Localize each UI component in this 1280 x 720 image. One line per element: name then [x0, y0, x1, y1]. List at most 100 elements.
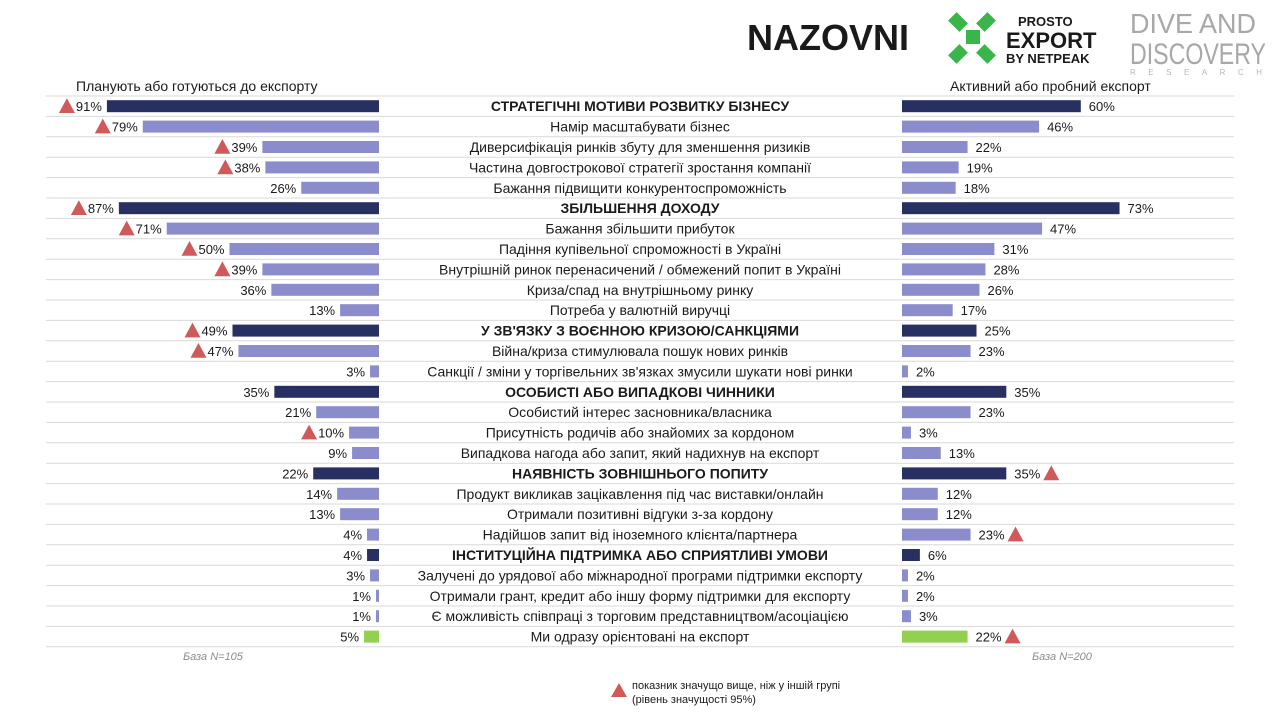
category-label: СТРАТЕГІЧНІ МОТИВИ РОЗВИТКУ БІЗНЕСУ [491, 98, 790, 114]
category-label: Ми одразу орієнтовані на експорт [531, 629, 750, 645]
right-significance-marker [1004, 628, 1021, 644]
right-bar [902, 141, 968, 153]
right-value-label: 19% [967, 160, 993, 175]
left-base-note: База N=105 [183, 651, 243, 663]
right-bar [902, 569, 908, 582]
right-significance-marker [1007, 526, 1024, 542]
right-bar [902, 467, 1007, 480]
right-series-header: Активний або пробний експорт [950, 78, 1151, 94]
left-bar [271, 283, 379, 296]
category-label: Присутність родичів або знайомих за корд… [486, 425, 795, 441]
left-bar [349, 426, 379, 439]
left-bar [232, 324, 379, 337]
right-value-label: 47% [1050, 222, 1076, 237]
left-significance-marker [70, 200, 87, 215]
right-bar [902, 589, 908, 602]
significance-triangle-icon [611, 683, 627, 697]
left-bar [265, 161, 379, 174]
category-label: Частина довгострокової стратегії зростан… [469, 159, 811, 175]
left-value-label: 9% [328, 446, 347, 461]
left-value-label: 13% [309, 507, 335, 522]
right-value-label: 3% [919, 426, 938, 441]
left-bar [142, 120, 379, 133]
right-bar [902, 161, 959, 174]
category-label: Диверсифікація ринків збуту для зменшенн… [470, 139, 811, 155]
category-label: Потреба у валютній виручці [550, 302, 730, 318]
right-significance-marker [1043, 465, 1060, 481]
category-label: Особистий інтерес засновника/власника [508, 404, 772, 420]
right-value-label: 46% [1047, 120, 1073, 135]
category-label: Продукт викликав зацікавлення під час ви… [456, 486, 823, 502]
category-label: Бажання збільшити прибуток [545, 221, 735, 237]
right-bar [902, 447, 941, 459]
right-bar [902, 243, 995, 255]
left-bar [370, 365, 379, 378]
right-bar [902, 528, 971, 541]
left-value-label: 39% [231, 262, 257, 277]
left-value-label: 71% [136, 222, 162, 237]
right-value-label: 26% [987, 283, 1013, 298]
prosto-text: PROSTO [1018, 14, 1073, 29]
right-value-label: 6% [928, 548, 947, 563]
right-bar [902, 181, 956, 194]
left-significance-marker [94, 118, 111, 134]
left-value-label: 3% [346, 568, 365, 583]
prosto-export-logo: PROSTO EXPORT BY NETPEAK [946, 10, 1116, 66]
left-bar [340, 508, 379, 521]
dive-discovery-logo: DIVE AND DISCOVERY RESEARCH [1128, 6, 1268, 77]
cross-icon [948, 12, 996, 64]
nazovni-logo: NAZOVNI [747, 17, 909, 58]
left-value-label: 49% [201, 324, 227, 339]
left-bar [340, 304, 379, 317]
left-bar [376, 589, 379, 602]
left-bar [118, 202, 380, 215]
left-value-label: 36% [240, 283, 266, 298]
right-value-label: 60% [1089, 99, 1115, 114]
right-value-label: 28% [993, 262, 1019, 277]
right-value-label: 23% [979, 528, 1005, 543]
right-value-label: 13% [949, 446, 975, 461]
category-label: Війна/криза стимулювала пошук нових ринк… [492, 343, 788, 359]
left-value-label: 3% [346, 364, 365, 379]
left-bar [262, 141, 379, 153]
left-bar [376, 610, 379, 623]
category-label: Криза/спад на внутрішньому ринку [527, 282, 754, 298]
left-bar [364, 630, 379, 643]
left-bar [301, 181, 379, 194]
left-bar [106, 100, 379, 113]
right-bar [902, 549, 920, 561]
right-bar [902, 630, 968, 643]
left-value-label: 10% [318, 426, 344, 441]
right-base-note: База N=200 [1032, 651, 1092, 663]
right-value-label: 12% [946, 507, 972, 522]
left-bar [166, 222, 379, 235]
left-value-label: 50% [198, 242, 224, 257]
right-value-label: 22% [976, 630, 1002, 645]
category-label: НАЯВНІСТЬ ЗОВНІШНЬОГО ПОПИТУ [512, 465, 768, 481]
left-bar [238, 345, 379, 357]
left-bar [313, 467, 379, 480]
left-bar [274, 385, 379, 398]
left-bar [337, 487, 379, 500]
nazovni-logo-text: NAZOVNI [747, 17, 909, 58]
right-value-label: 35% [1014, 466, 1040, 481]
left-value-label: 4% [343, 528, 362, 543]
right-value-label: 18% [964, 181, 990, 196]
right-value-label: 23% [979, 405, 1005, 420]
category-label: Бажання підвищити конкурентоспроможність [493, 180, 786, 196]
left-bar [370, 569, 379, 582]
dive-line2: DISCOVERY [1130, 38, 1266, 71]
by-netpeak-text: BY NETPEAK [1006, 51, 1090, 66]
right-bar [902, 426, 911, 439]
left-value-label: 38% [234, 160, 260, 175]
left-bar [352, 447, 379, 459]
category-label: Намір масштабувати бізнес [550, 119, 730, 135]
significance-legend-line1: показник значущо вище, ніж у іншій групі [632, 680, 841, 692]
category-label: ІНСТИТУЦІЙНА ПІДТРИМКА АБО СПРИЯТЛИВІ УМ… [452, 546, 828, 563]
right-bar [902, 610, 911, 623]
right-value-label: 2% [916, 568, 935, 583]
right-value-label: 2% [916, 589, 935, 604]
left-value-label: 91% [76, 99, 102, 114]
left-value-label: 26% [270, 181, 296, 196]
